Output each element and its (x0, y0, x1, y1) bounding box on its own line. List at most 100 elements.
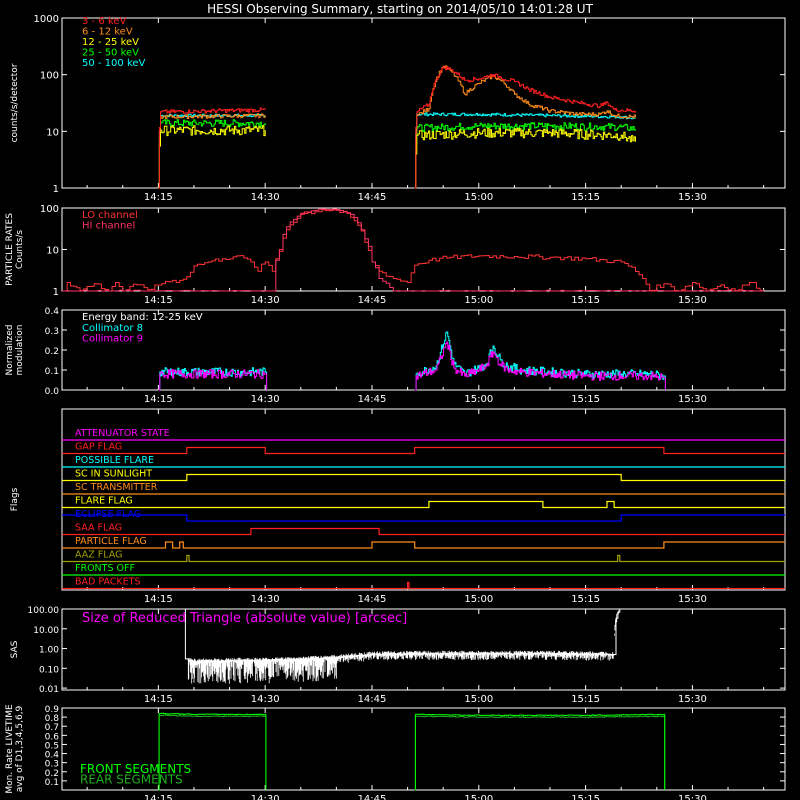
counts-ytick-label: 10 (46, 127, 59, 138)
counts-series-line (158, 113, 266, 189)
flags-xtick-label: 14:15 (144, 594, 173, 605)
livetime-ylabel-group: Mon. Rate LIVETIME avg of D1,3,4,5,6,9 (5, 704, 25, 794)
modulation-series-line (414, 331, 666, 391)
flag-label: SAA FLAG (75, 523, 122, 534)
livetime-xtick-label: 14:45 (358, 794, 387, 800)
livetime-panel: 14:15 14:30 14:45 15:00 15:15 15:300.10.20.30… (5, 704, 786, 800)
sas-ytick-label: 0.10 (39, 665, 59, 675)
livetime-series-line (414, 713, 666, 791)
flags-ylabel: Flags (10, 487, 20, 511)
counts-xtick-label: 14:45 (358, 192, 387, 203)
flags-frame (61, 408, 786, 591)
modulation-ylabel-group: Normalized modulation (5, 324, 25, 375)
modulation-series-line (414, 341, 666, 391)
sas-xtick-label: 15:15 (571, 694, 600, 705)
particle-xtick-label: 15:30 (678, 295, 707, 306)
counts-series-line (158, 113, 266, 189)
particle-ylabel: Counts/s (15, 230, 25, 269)
counts-ylabel: counts/s/detector (10, 63, 20, 142)
flag-label: FRONTS OFF (75, 563, 135, 574)
counts-series-line (158, 119, 266, 189)
modulation-xtick-label: 14:45 (358, 394, 387, 405)
sas-xtick-label: 14:30 (251, 694, 280, 705)
flag-label: POSSIBLE FLARE (75, 455, 154, 466)
modulation-xtick-label: 15:15 (571, 394, 600, 405)
particle-ytick-label: 100 (40, 204, 59, 215)
flag-line (62, 473, 785, 482)
counts-xtick-label: 14:30 (251, 192, 280, 203)
sas-xtick-label: 14:15 (144, 694, 173, 705)
flags-xtick-label: 14:30 (251, 594, 280, 605)
particle-xtick-label: 14:15 (144, 295, 173, 306)
livetime-ytick-label: 0.2 (45, 769, 59, 779)
livetime-ytick-label: 0.6 (45, 732, 60, 742)
sas-ytick-label: 10.00 (33, 626, 59, 636)
particle-xtick-label: 14:45 (358, 295, 387, 306)
particle-ylabel: PARTICLE RATES (5, 213, 15, 286)
flag-line (62, 527, 785, 536)
modulation-legend-title: Energy band: 12-25 keV (82, 312, 203, 323)
flag-label: BAD PACKETS (75, 577, 141, 588)
modulation-xtick-label: 15:00 (464, 394, 493, 405)
counts-ytick-label: 1000 (34, 14, 59, 25)
flag-line (62, 581, 785, 590)
sas-ylabel: SAS (10, 640, 20, 658)
sas-frame (61, 608, 786, 691)
modulation-ytick-label: 0.1 (45, 367, 59, 377)
counts-xtick-label: 15:00 (464, 192, 493, 203)
particle-panel: 14:15 14:30 14:45 15:00 15:15 15:30 1 10 100 PART… (5, 204, 786, 306)
modulation-ytick-label: 0.3 (45, 327, 59, 337)
livetime-ytick-label: 0.4 (45, 751, 60, 761)
livetime-ytick-label: 0.5 (45, 741, 59, 751)
counts-frame (61, 17, 786, 189)
counts-xtick-label: 14:15 (144, 192, 173, 203)
modulation-legend-entry: Collimator 8 (82, 323, 143, 334)
counts-legend-entry: 12 - 25 keV (82, 37, 139, 48)
counts-panel: 14:15 14:30 14:45 15:00 15:15 15:30 1 10 100 1000… (10, 14, 786, 203)
flags-xtick-label: 14:45 (358, 594, 387, 605)
livetime-ytick-label: 0.8 (45, 714, 60, 724)
livetime-xtick-label: 15:00 (464, 794, 493, 800)
sas-xtick-label: 14:45 (358, 694, 387, 705)
flag-line (62, 500, 785, 509)
flag-label: GAP FLAG (75, 442, 122, 453)
counts-series-line (414, 127, 636, 189)
particle-xtick-label: 15:00 (464, 295, 493, 306)
livetime-ylabel: avg of D1,3,4,5,6,9 (15, 705, 25, 792)
particle-legend-entry: HI channel (82, 221, 135, 232)
flags-ylabel-group: Flags (10, 487, 20, 511)
modulation-ylabel: Normalized (5, 324, 15, 375)
livetime-legend-entry: FRONT SEGMENTS (80, 762, 191, 776)
counts-xtick-label: 15:15 (571, 192, 600, 203)
particle-ylabel-group: PARTICLE RATES Counts/s (5, 213, 25, 286)
particle-ytick-label: 1 (53, 287, 59, 298)
flags-xtick-label: 15:00 (464, 594, 493, 605)
modulation-ytick-label: 0.4 (45, 307, 60, 317)
modulation-ytick-label: 0.0 (45, 387, 60, 397)
sas-xtick-label: 15:00 (464, 694, 493, 705)
flag-label: ATTENUATOR STATE (75, 428, 170, 439)
modulation-series-line (158, 369, 268, 391)
modulation-ylabel: modulation (15, 325, 25, 376)
modulation-xtick-label: 14:15 (144, 394, 173, 405)
livetime-xtick-label: 14:30 (251, 794, 280, 800)
livetime-ytick-label: 0.1 (45, 778, 59, 788)
counts-legend-entry: 3 - 6 keV (82, 16, 126, 27)
flag-label: FLARE FLAG (75, 496, 133, 507)
livetime-ytick-label: 0.9 (45, 705, 60, 715)
livetime-xtick-label: 15:15 (571, 794, 600, 800)
modulation-panel: 14:15 14:30 14:45 15:00 15:15 15:30 0.0 0.1 0.2 0… (5, 307, 786, 405)
counts-series-line (158, 107, 266, 189)
livetime-ylabel: Mon. Rate LIVETIME (5, 704, 15, 794)
counts-legend-entry: 6 - 12 keV (82, 27, 133, 38)
livetime-ytick-label: 0.7 (45, 723, 59, 733)
modulation-xtick-label: 14:30 (251, 394, 280, 405)
livetime-xtick-label: 14:15 (144, 794, 173, 800)
flag-line (62, 514, 785, 522)
particle-frame (61, 207, 786, 292)
particle-ytick-label: 10 (46, 246, 59, 257)
flag-label: SC TRANSMITTER (75, 482, 158, 493)
figure-title: HESSI Observing Summary, starting on 201… (207, 2, 593, 16)
counts-xtick-label: 15:30 (678, 192, 707, 203)
sas-series-line (184, 608, 622, 663)
